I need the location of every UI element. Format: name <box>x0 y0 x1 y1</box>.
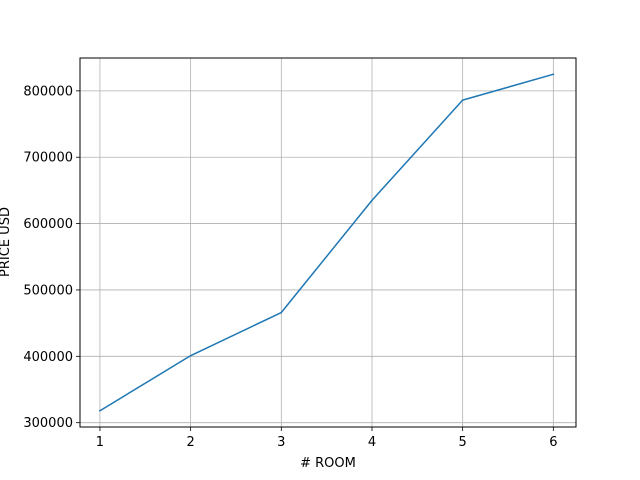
x-tick-label: 2 <box>186 435 194 450</box>
x-axis-label: # ROOM <box>300 456 356 471</box>
x-tick-label: 4 <box>368 435 376 450</box>
y-axis-ticks: 300000 400000 500000 600000 700000 800000 <box>23 84 80 431</box>
x-axis-ticks: 1 2 3 4 5 6 <box>96 427 557 450</box>
series-lines <box>98 73 555 412</box>
y-tick-label: 700000 <box>23 151 73 166</box>
y-tick-label: 600000 <box>23 217 73 232</box>
data-point <box>461 99 464 101</box>
y-axis-label: PRICE USD <box>0 207 13 277</box>
series-line <box>98 73 555 412</box>
plot-frame <box>79 57 577 428</box>
x-tick-label: 5 <box>459 435 467 450</box>
y-tick-label: 300000 <box>23 416 73 431</box>
grid-lines <box>80 58 576 427</box>
data-point <box>280 311 283 314</box>
x-tick-label: 1 <box>96 435 104 450</box>
y-tick-label: 400000 <box>23 350 73 365</box>
data-point <box>371 199 373 202</box>
data-point <box>189 354 192 357</box>
x-tick-label: 6 <box>549 435 557 450</box>
plot-area <box>80 58 576 427</box>
y-tick-label: 800000 <box>23 84 73 99</box>
data-point <box>99 409 101 412</box>
y-tick-label: 500000 <box>23 283 73 298</box>
x-tick-label: 3 <box>277 435 285 450</box>
data-point <box>552 73 555 76</box>
